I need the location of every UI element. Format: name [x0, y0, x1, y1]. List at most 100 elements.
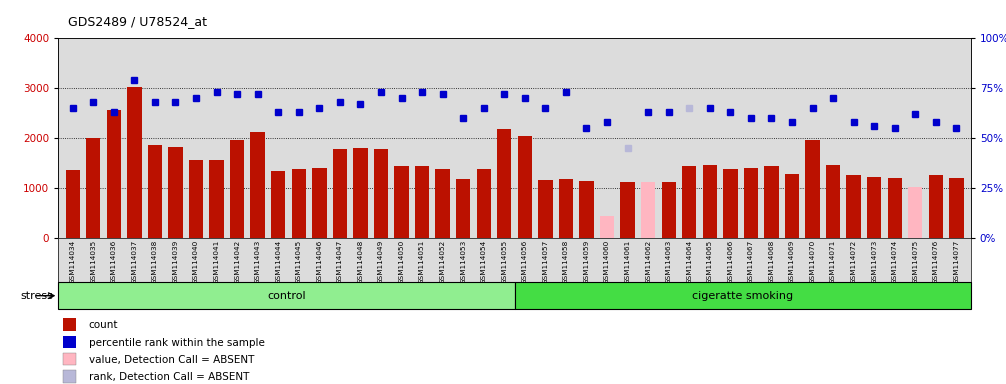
- Bar: [514, 282, 971, 309]
- Bar: [63, 370, 76, 382]
- Text: GSM114047: GSM114047: [337, 239, 343, 284]
- Text: GSM114070: GSM114070: [810, 239, 816, 284]
- Text: GSM114075: GSM114075: [912, 239, 918, 284]
- Bar: [518, 136, 532, 238]
- Text: GDS2489 / U78524_at: GDS2489 / U78524_at: [68, 15, 207, 28]
- Bar: [374, 149, 388, 238]
- Text: GSM114074: GSM114074: [891, 239, 897, 284]
- Bar: [702, 165, 717, 238]
- Bar: [230, 140, 244, 238]
- Bar: [908, 187, 923, 238]
- Bar: [579, 181, 594, 238]
- Bar: [127, 87, 142, 238]
- Bar: [63, 353, 76, 365]
- Text: GSM114049: GSM114049: [378, 239, 384, 284]
- Text: GSM114039: GSM114039: [172, 239, 178, 284]
- Bar: [662, 182, 676, 238]
- Text: GSM114038: GSM114038: [152, 239, 158, 284]
- Bar: [107, 110, 121, 238]
- Bar: [148, 145, 162, 238]
- Text: GSM114073: GSM114073: [871, 239, 877, 284]
- Bar: [887, 178, 902, 238]
- Bar: [456, 179, 471, 238]
- Text: GSM114041: GSM114041: [213, 239, 219, 284]
- Text: GSM114055: GSM114055: [501, 239, 507, 284]
- Text: GSM114065: GSM114065: [707, 239, 713, 284]
- Bar: [558, 179, 573, 238]
- Bar: [250, 132, 265, 238]
- Bar: [765, 166, 779, 238]
- Bar: [826, 165, 840, 238]
- Text: percentile rank within the sample: percentile rank within the sample: [89, 338, 265, 348]
- Text: GSM114051: GSM114051: [420, 239, 426, 284]
- Bar: [394, 166, 408, 238]
- Text: GSM114062: GSM114062: [645, 239, 651, 284]
- Text: GSM114046: GSM114046: [316, 239, 322, 284]
- Bar: [189, 160, 203, 238]
- Text: GSM114052: GSM114052: [440, 239, 446, 284]
- Bar: [477, 169, 491, 238]
- Bar: [785, 174, 799, 238]
- Text: GSM114066: GSM114066: [727, 239, 733, 284]
- Bar: [353, 148, 367, 238]
- Bar: [950, 178, 964, 238]
- Bar: [333, 149, 347, 238]
- Text: GSM114043: GSM114043: [255, 239, 261, 284]
- Text: GSM114064: GSM114064: [686, 239, 692, 284]
- Text: GSM114063: GSM114063: [666, 239, 672, 284]
- Text: GSM114056: GSM114056: [522, 239, 528, 284]
- Text: GSM114059: GSM114059: [583, 239, 590, 284]
- Bar: [87, 138, 101, 238]
- Bar: [682, 166, 696, 238]
- Text: GSM114072: GSM114072: [851, 239, 857, 284]
- Text: GSM114077: GSM114077: [954, 239, 960, 284]
- Text: GSM114048: GSM114048: [357, 239, 363, 284]
- Text: rank, Detection Call = ABSENT: rank, Detection Call = ABSENT: [89, 372, 248, 382]
- Bar: [65, 170, 79, 238]
- Text: GSM114068: GSM114068: [769, 239, 775, 284]
- Bar: [436, 169, 450, 238]
- Text: GSM114034: GSM114034: [69, 239, 75, 284]
- Bar: [621, 182, 635, 238]
- Bar: [538, 180, 552, 238]
- Bar: [63, 336, 76, 348]
- Text: GSM114071: GSM114071: [830, 239, 836, 284]
- Text: GSM114045: GSM114045: [296, 239, 302, 284]
- Text: control: control: [268, 291, 306, 301]
- Bar: [414, 166, 430, 238]
- Text: GSM114057: GSM114057: [542, 239, 548, 284]
- Bar: [497, 129, 511, 238]
- Text: GSM114060: GSM114060: [604, 239, 610, 284]
- Bar: [312, 168, 327, 238]
- Text: stress: stress: [20, 291, 53, 301]
- Bar: [743, 168, 759, 238]
- Text: GSM114037: GSM114037: [132, 239, 138, 284]
- Text: GSM114044: GSM114044: [276, 239, 282, 284]
- Bar: [271, 170, 286, 238]
- Bar: [806, 140, 820, 238]
- Bar: [63, 318, 76, 331]
- Text: cigeratte smoking: cigeratte smoking: [692, 291, 794, 301]
- Text: GSM114061: GSM114061: [625, 239, 631, 284]
- Bar: [723, 169, 737, 238]
- Bar: [600, 216, 615, 238]
- Bar: [929, 175, 943, 238]
- Text: GSM114069: GSM114069: [789, 239, 795, 284]
- Text: GSM114067: GSM114067: [747, 239, 753, 284]
- Text: count: count: [89, 320, 118, 330]
- Text: GSM114050: GSM114050: [398, 239, 404, 284]
- Text: GSM114040: GSM114040: [193, 239, 199, 284]
- Bar: [168, 147, 183, 238]
- Text: GSM114036: GSM114036: [111, 239, 117, 284]
- Bar: [292, 169, 306, 238]
- Bar: [867, 177, 881, 238]
- Bar: [641, 182, 655, 238]
- Text: GSM114058: GSM114058: [563, 239, 569, 284]
- Text: GSM114053: GSM114053: [460, 239, 466, 284]
- Text: GSM114076: GSM114076: [933, 239, 939, 284]
- Bar: [209, 160, 223, 238]
- Bar: [846, 175, 861, 238]
- Text: GSM114035: GSM114035: [91, 239, 97, 284]
- Bar: [58, 282, 514, 309]
- Text: GSM114054: GSM114054: [481, 239, 487, 284]
